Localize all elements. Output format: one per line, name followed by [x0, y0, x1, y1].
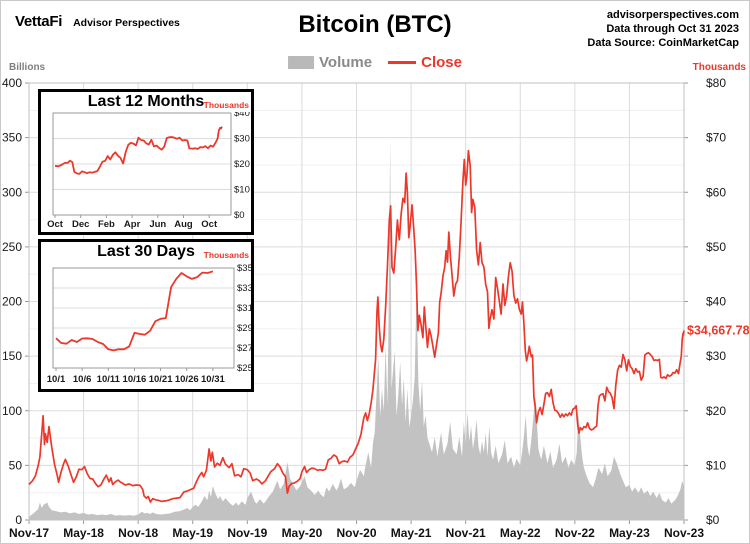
svg-text:$80: $80: [706, 76, 726, 90]
svg-text:10/26: 10/26: [175, 374, 199, 385]
page-title: Bitcoin (BTC): [298, 11, 452, 38]
brand-subtitle: Advisor Perspectives: [73, 17, 180, 29]
svg-text:$70: $70: [706, 131, 726, 145]
svg-text:10/21: 10/21: [149, 374, 173, 385]
legend-close-item: Close: [388, 54, 462, 71]
inset-12m-chart: Oct Dec Feb Apr Jun Aug Oct $0 $10 $20 $30 $40: [47, 112, 250, 230]
legend-close-label: Close: [421, 54, 462, 71]
left-axis-unit-label: Billions: [9, 62, 46, 73]
svg-text:350: 350: [2, 131, 22, 145]
svg-text:May-19: May-19: [172, 526, 213, 540]
svg-text:$20: $20: [234, 159, 250, 170]
volume-area: [29, 137, 684, 520]
legend-volume-item: Volume: [288, 54, 372, 71]
svg-text:May-18: May-18: [63, 526, 104, 540]
inset-12m-unit-label: Thousands: [203, 100, 249, 110]
svg-text:$35: $35: [237, 263, 251, 274]
volume-swatch-icon: [288, 56, 315, 69]
svg-text:Jun: Jun: [149, 219, 166, 230]
svg-text:May-21: May-21: [391, 526, 432, 540]
inset-last-30-days: Last 30 Days Thousands 10/1 10/6 10/11 10/1…: [38, 239, 254, 392]
info-site: advisorperspectives.com: [606, 9, 739, 21]
svg-text:Nov-23: Nov-23: [664, 526, 704, 540]
svg-text:Oct: Oct: [201, 219, 218, 230]
svg-text:100: 100: [2, 404, 22, 418]
svg-text:150: 150: [2, 349, 22, 363]
svg-text:$25: $25: [237, 363, 251, 374]
svg-text:10/11: 10/11: [97, 374, 121, 385]
svg-text:200: 200: [2, 295, 22, 309]
svg-text:Nov-20: Nov-20: [336, 526, 376, 540]
brand-row: VettaFi Advisor Perspectives: [15, 13, 180, 30]
inset-30d-unit-label: Thousands: [203, 250, 249, 260]
svg-text:250: 250: [2, 240, 22, 254]
svg-text:400: 400: [2, 76, 22, 90]
svg-text:$30: $30: [706, 349, 726, 363]
svg-text:$60: $60: [706, 185, 726, 199]
svg-text:May-20: May-20: [282, 526, 323, 540]
svg-text:$31: $31: [237, 303, 251, 314]
svg-text:$30: $30: [234, 134, 250, 145]
svg-text:$0: $0: [706, 513, 720, 527]
svg-text:10/1: 10/1: [47, 374, 66, 385]
svg-text:Nov-17: Nov-17: [9, 526, 49, 540]
legend-volume-label: Volume: [319, 54, 373, 71]
svg-text:$27: $27: [237, 343, 251, 354]
last_12_months-line: [54, 126, 223, 175]
svg-text:Oct: Oct: [47, 219, 64, 230]
svg-text:Nov-19: Nov-19: [227, 526, 267, 540]
svg-text:$10: $10: [706, 458, 726, 472]
svg-text:10/16: 10/16: [123, 374, 147, 385]
svg-text:May-23: May-23: [609, 526, 650, 540]
svg-text:$40: $40: [234, 112, 250, 119]
svg-text:Nov-21: Nov-21: [446, 526, 486, 540]
info-data-through: Data through Oct 31 2023: [606, 23, 739, 35]
inset-12m-title: Last 12 Months: [87, 93, 205, 110]
brand-logo: VettaFi: [15, 13, 63, 30]
svg-text:$33: $33: [237, 283, 251, 294]
svg-text:0: 0: [15, 513, 22, 527]
right-axis-unit-label: Thousands: [692, 62, 746, 73]
svg-text:$50: $50: [706, 240, 726, 254]
svg-text:$10: $10: [234, 185, 250, 196]
svg-text:Aug: Aug: [174, 219, 193, 230]
last_30_days-line: [55, 270, 214, 352]
inset-30d-title: Last 30 Days: [97, 243, 195, 260]
svg-text:10/6: 10/6: [73, 374, 92, 385]
svg-text:50: 50: [9, 458, 23, 472]
inset-last-12-months: Last 12 Months Thousands Oct Dec Feb Apr Jun…: [38, 89, 254, 235]
legend: Volume Close: [288, 54, 462, 71]
svg-text:Nov-22: Nov-22: [555, 526, 595, 540]
last_30_days-gridlines: [52, 267, 235, 371]
info-data-source: Data Source: CoinMarketCap: [587, 37, 739, 49]
svg-text:Apr: Apr: [124, 219, 141, 230]
svg-text:$20: $20: [706, 404, 726, 418]
svg-text:10/31: 10/31: [201, 374, 225, 385]
last_12_months-axis-labels: Oct Dec Feb Apr Jun Aug Oct $0 $10 $20 $30 $40: [47, 112, 250, 230]
last_12_months-gridlines: [52, 112, 232, 218]
header-info: advisorperspectives.com Data through Oct…: [587, 8, 739, 50]
last-price-label: $34,667.78: [687, 324, 750, 338]
svg-text:May-22: May-22: [500, 526, 541, 540]
svg-text:Feb: Feb: [98, 219, 115, 230]
svg-text:$40: $40: [706, 295, 726, 309]
main-axis-labels: 0 50 100 150 200 250 300 350 400 $0 $10 $20 $30 $40 $5…: [2, 76, 726, 540]
svg-text:$0: $0: [234, 210, 245, 221]
svg-text:$29: $29: [237, 323, 251, 334]
close-line: [28, 149, 685, 503]
svg-text:Nov-18: Nov-18: [118, 526, 158, 540]
close-line-swatch-icon: [388, 61, 417, 64]
svg-text:Dec: Dec: [72, 219, 89, 230]
svg-text:300: 300: [2, 185, 22, 199]
